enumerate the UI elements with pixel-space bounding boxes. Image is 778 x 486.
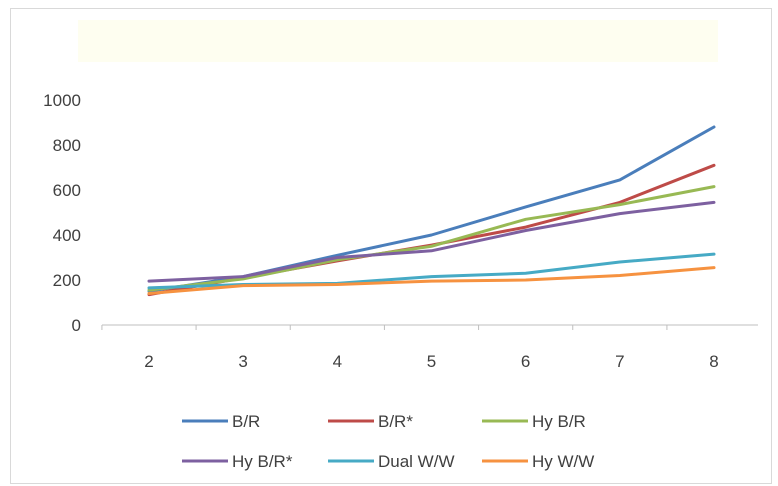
chart-title-area [78,20,718,62]
legend-item: Hy B/R [482,412,586,431]
x-tick-label: 6 [521,352,530,371]
y-tick-label: 0 [72,316,81,335]
legend: B/R B/R* Hy B/R Hy B/R* Dual W/W Hy W/W [182,412,594,471]
chart-frame [10,8,772,484]
series-line-hy-b-r [147,200,716,283]
series-line-hy-w-w [147,266,716,295]
legend-item: B/R* [328,412,413,431]
series-line-b-r [147,125,716,293]
legend-label: B/R [232,412,260,431]
x-tick-label: 3 [238,352,247,371]
legend-item: B/R [182,412,260,431]
legend-item: Hy B/R* [182,452,293,471]
legend-label: Dual W/W [378,452,455,471]
legend-label: B/R* [378,412,413,431]
x-tick-label: 2 [144,352,153,371]
x-axis: 2 3 4 5 6 7 8 [101,324,758,371]
series-line-hy-b-r [147,185,716,292]
x-tick-label: 8 [709,352,718,371]
x-tick-label: 5 [427,352,436,371]
legend-item: Dual W/W [328,452,455,471]
x-tick-label: 7 [615,352,624,371]
legend-item: Hy W/W [482,452,594,471]
legend-label: Hy B/R [532,412,586,431]
y-tick-label: 200 [53,271,81,290]
y-tick-label: 400 [53,226,81,245]
series-line-dual-w-w [147,252,716,290]
y-tick-label: 600 [53,181,81,200]
y-tick-label: 1000 [43,91,81,110]
y-axis-labels: 0 200 400 600 800 1000 [43,91,81,335]
x-tick-label: 4 [333,352,342,371]
y-tick-label: 800 [53,136,81,155]
series-lines [147,125,716,297]
legend-label: Hy W/W [532,452,594,471]
legend-label: Hy B/R* [232,452,293,471]
